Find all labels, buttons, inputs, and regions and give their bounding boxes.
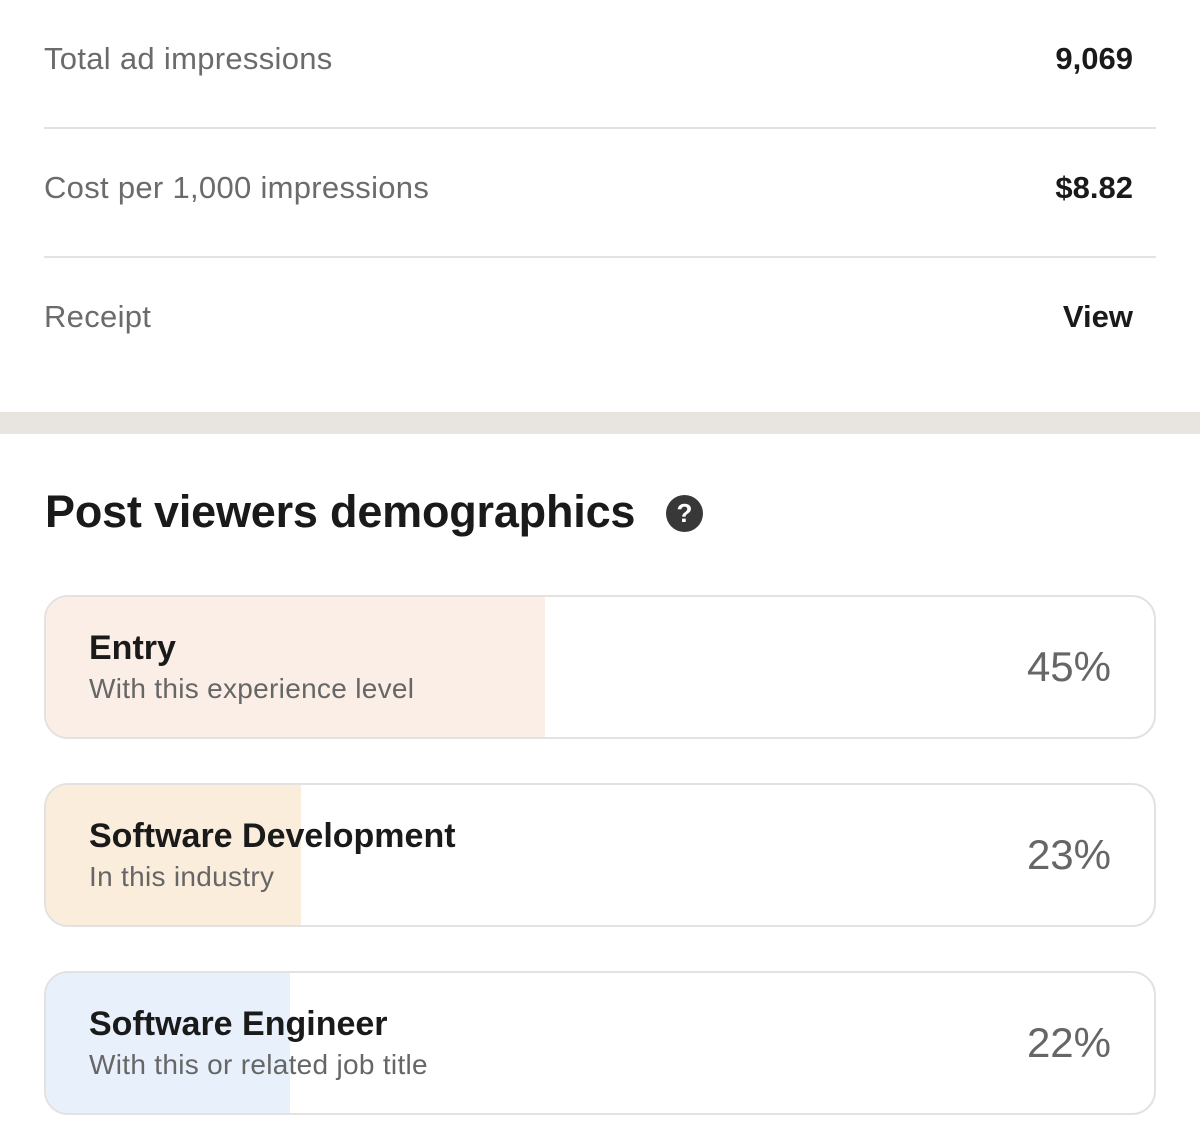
demographic-subtitle: With this experience level bbox=[89, 673, 415, 704]
demographic-percent: 23% bbox=[1026, 831, 1111, 878]
stat-row-receipt: Receipt View bbox=[44, 258, 1156, 378]
demographic-name: Software Development bbox=[89, 817, 456, 855]
demographic-subtitle: In this industry bbox=[89, 861, 275, 892]
demographic-name: Software Engineer bbox=[89, 1005, 388, 1043]
stat-row-total-impressions: Total ad impressions 9,069 bbox=[44, 0, 1156, 129]
percent-fill-bar bbox=[46, 785, 301, 925]
ad-stats-section: Total ad impressions 9,069 Cost per 1,00… bbox=[0, 0, 1200, 412]
demographic-card-industry[interactable]: Software Development In this industry 23… bbox=[44, 783, 1156, 927]
demographic-card-experience[interactable]: Entry With this experience level 45% bbox=[44, 595, 1156, 739]
stat-label: Receipt bbox=[44, 299, 152, 334]
stat-label: Total ad impressions bbox=[44, 41, 333, 76]
demographic-card-job-title[interactable]: Software Engineer With this or related j… bbox=[44, 971, 1156, 1115]
help-icon[interactable]: ? bbox=[666, 495, 703, 532]
view-receipt-button[interactable]: View bbox=[1062, 299, 1133, 334]
demographic-percent: 22% bbox=[1026, 1019, 1111, 1066]
demographic-subtitle: With this or related job title bbox=[89, 1049, 428, 1080]
stat-label: Cost per 1,000 impressions bbox=[44, 170, 430, 205]
stat-value: 9,069 bbox=[1055, 41, 1133, 76]
stat-row-cost-per-thousand: Cost per 1,000 impressions $8.82 bbox=[44, 129, 1156, 258]
section-title: Post viewers demographics bbox=[45, 486, 636, 537]
divider bbox=[44, 256, 1156, 258]
stat-value: $8.82 bbox=[1055, 170, 1133, 205]
demographic-percent: 45% bbox=[1026, 643, 1111, 690]
percent-fill-bar bbox=[46, 973, 290, 1113]
demographics-section: Post viewers demographics ? Entry With t… bbox=[0, 434, 1200, 1148]
divider bbox=[44, 127, 1156, 129]
percent-fill-bar bbox=[46, 597, 545, 737]
demographic-name: Entry bbox=[89, 629, 176, 667]
section-separator bbox=[0, 412, 1200, 434]
